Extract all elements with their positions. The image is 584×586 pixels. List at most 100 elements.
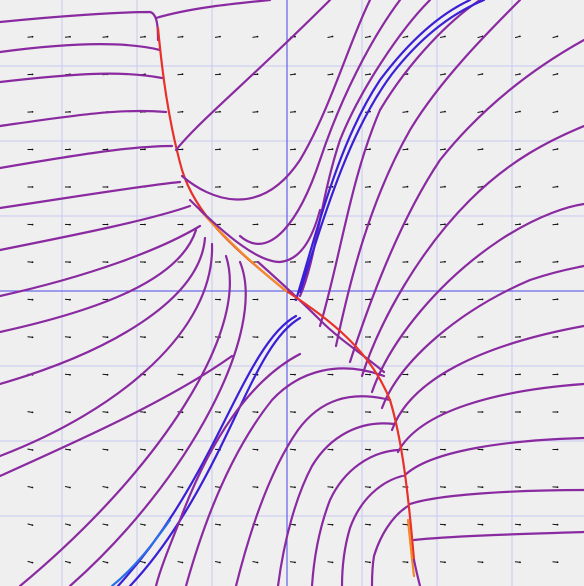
field-arrow-head [444,185,446,188]
field-arrow-head [144,35,146,38]
field-arrow-head [519,448,521,451]
field-arrow-head [31,561,34,564]
field-arrow-head [444,298,446,301]
field-arrow-head [481,336,484,338]
streamline [0,43,162,54]
field-arrow-head [181,524,184,526]
streamline [370,202,584,394]
field-arrow-head [144,411,146,414]
field-arrow-head [406,261,409,263]
streamline [68,260,247,586]
field-arrow-head [256,336,259,338]
streamline [310,448,400,586]
field-arrow-head [331,373,334,376]
field-arrow-head [406,561,409,564]
field-arrow-head [219,110,221,113]
field-arrow-head [31,111,34,113]
field-arrow-head [369,523,371,526]
field-arrow-head [369,185,371,188]
field-arrow-head [181,373,184,376]
streamline [276,422,396,586]
field-arrow-head [331,336,334,338]
field-arrow-head [181,261,184,263]
streamline-ridge-upper-peak [198,208,288,293]
field-arrow-head [219,411,221,414]
field-arrow-head [144,223,146,226]
field-arrow-head [444,35,446,38]
field-arrow-head [144,336,146,339]
field-arrow-head [219,561,221,564]
field-arrow-head [406,148,409,151]
field-arrow-head [481,411,484,413]
field-arrow-head [294,411,296,414]
field-arrow-head [444,561,446,564]
field-arrow-head [481,298,484,301]
field-arrow-head [369,448,371,451]
field-arrow-head [256,148,259,151]
field-arrow-head [406,185,409,188]
field-arrow-head [331,298,334,301]
field-arrow-head [256,561,259,564]
field-arrow-head [69,524,71,526]
field-arrow-head [69,336,71,339]
field-arrow-head [369,411,371,413]
field-arrow-head [181,73,184,76]
field-arrow-head [556,486,559,488]
field-arrow-head [181,110,184,113]
streamline [184,367,386,586]
field-arrow-head [481,486,484,489]
field-arrow-head [331,223,334,226]
field-arrow-head [294,261,296,263]
field-arrow-head [556,411,559,413]
field-arrow-head [481,373,484,376]
field-arrow-head [181,223,184,226]
streamline [318,0,482,328]
field-arrow-head [369,561,371,564]
field-arrow-head [444,223,446,226]
field-arrow-head [106,524,109,526]
field-arrow-head [144,486,146,489]
streamline [396,382,584,454]
streamline [154,0,272,20]
field-arrow-head [181,298,184,301]
field-arrow-head [256,73,259,76]
streamline-separatrix [294,0,472,302]
field-arrow-head [256,486,259,489]
field-arrow-head [331,73,334,75]
field-arrow-head [69,561,71,564]
field-arrow-head [144,561,146,564]
field-arrow-head [31,486,34,489]
field-arrow-head [369,35,371,38]
field-arrow-head [556,35,559,38]
field-arrow-head [519,523,521,526]
field-arrow-head [219,186,221,188]
field-arrow-head [256,411,259,414]
field-arrow-head [444,523,446,526]
field-arrow-head [256,298,259,301]
field-arrow-head [219,73,221,76]
field-arrow-head [106,486,109,489]
field-arrow-head [31,148,34,151]
field-arrow-head [406,223,409,226]
field-arrow-head [294,486,296,489]
field-arrow-head [144,373,146,376]
field-arrow-head [106,186,109,188]
field-arrow-head [31,449,34,451]
field-arrow-head [69,35,71,38]
field-arrow-head [331,411,334,414]
field-arrow-head [256,448,259,451]
streamline [412,530,584,542]
field-arrow-head [519,336,521,338]
field-arrow-head [256,35,259,38]
field-arrow-head [406,336,409,338]
field-arrow-head [444,148,446,151]
field-arrow-head [406,298,409,301]
field-arrow-head [106,449,109,451]
field-arrow-head [331,35,334,38]
field-arrow-head [556,148,559,150]
streamline [0,144,174,170]
field-arrow-head [106,373,109,376]
field-arrow-head [294,561,296,564]
streamline [234,395,392,586]
